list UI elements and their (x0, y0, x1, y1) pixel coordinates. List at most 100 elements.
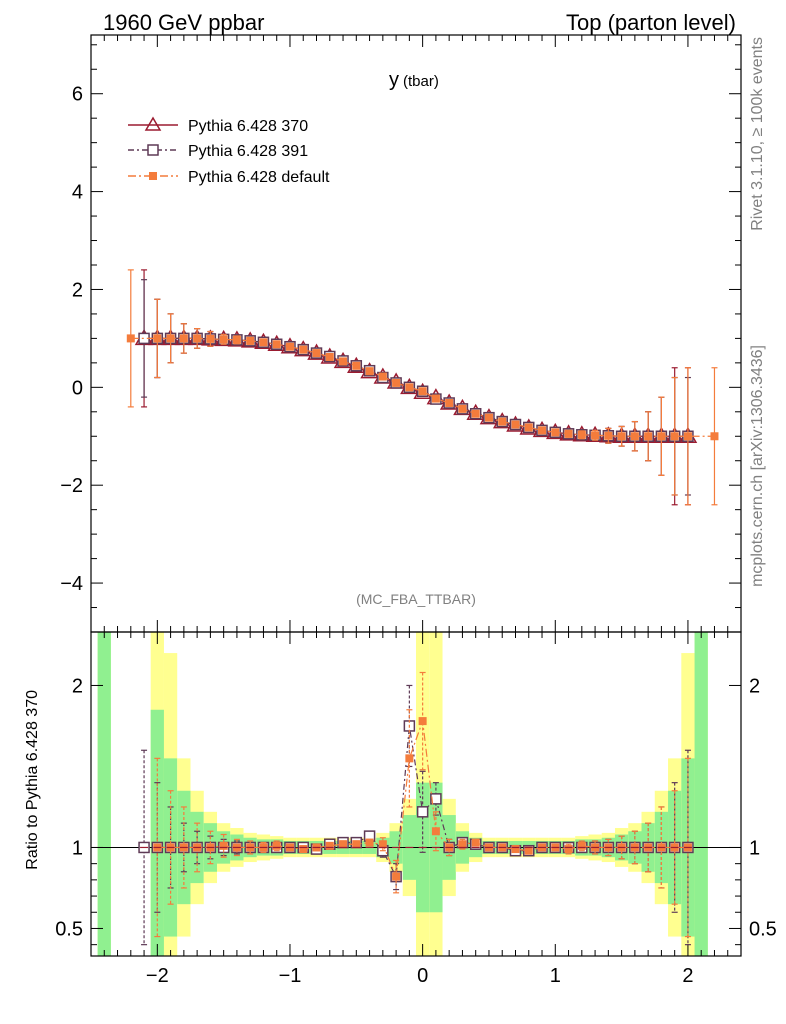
main-point-2 (285, 342, 294, 351)
main-point-2 (418, 387, 427, 396)
main-point-2 (657, 432, 666, 441)
ratio-point-2 (564, 845, 573, 854)
main-point-2 (246, 336, 255, 345)
ratio-point-2 (339, 840, 348, 849)
ratio-uncertainty-bands (97, 632, 708, 956)
main-point-2 (471, 409, 480, 418)
main-point-2 (431, 394, 440, 403)
main-point-2 (683, 432, 692, 441)
main-point-2 (272, 340, 281, 349)
x-tick-label: 2 (682, 965, 693, 987)
ratio-line-1 (144, 725, 688, 879)
y-tick-label: 4 (72, 182, 83, 204)
main-point-2 (458, 404, 467, 413)
mcplots-label: mcplots.cern.ch [arXiv:1306.3436] (749, 345, 766, 587)
ratio-tick-label-left: 1 (72, 837, 83, 859)
y-tick-label: 6 (72, 84, 83, 106)
plot-title: y (389, 69, 399, 91)
ratio-point-2 (458, 840, 467, 849)
x-tick-label: −2 (146, 965, 169, 987)
ratio-point-2 (524, 846, 533, 855)
ratio-point-2 (405, 754, 414, 763)
main-point-2 (484, 413, 493, 422)
main-point-2 (630, 432, 639, 441)
green-band-bin (694, 632, 708, 956)
main-point-2 (206, 334, 215, 343)
axis-ticks (91, 35, 742, 956)
main-point-2 (591, 431, 600, 440)
y-tick-label: −4 (60, 573, 83, 595)
ratio-point-2 (577, 841, 586, 850)
header-left: 1960 GeV ppbar (103, 10, 264, 35)
main-point-2 (126, 334, 135, 343)
axis-tick-labels: −2 −1 0 1 2 −4 −2 0 2 4 6 0.5 0.5 1 1 2 2 (55, 84, 777, 987)
x-tick-label: 0 (417, 965, 428, 987)
main-point-2 (644, 432, 653, 441)
ratio-point-1 (430, 793, 442, 805)
ratio-frame (90, 631, 742, 957)
rivet-label: Rivet 3.1.10, ≥ 100k events (749, 37, 766, 231)
main-point-2 (405, 383, 414, 392)
legend-marker-370 (144, 116, 162, 131)
main-point-2 (378, 372, 387, 381)
ratio-point-2 (365, 838, 374, 847)
ratio-point-2 (511, 845, 520, 854)
ratio-point-2 (219, 841, 228, 850)
ratio-tick-label-right: 2 (749, 675, 760, 697)
legend-entry-default: Pythia 6.428 default (128, 169, 330, 186)
ratio-series (138, 671, 694, 946)
ratio-point-2 (418, 717, 427, 726)
main-point-2 (179, 334, 188, 343)
y-tick-label: 2 (72, 279, 83, 301)
main-line-0 (144, 337, 688, 437)
main-point-2 (325, 352, 334, 361)
main-series (126, 269, 719, 506)
ratio-tick-label-left: 0.5 (55, 918, 83, 940)
main-point-2 (259, 338, 268, 347)
main-line-1 (144, 337, 688, 437)
ratio-point-1 (416, 806, 429, 818)
legend-marker-default (149, 172, 157, 180)
main-point-2 (339, 357, 348, 366)
main-point-2 (365, 367, 374, 376)
legend-label-default: Pythia 6.428 default (188, 169, 330, 186)
ratio-point-2 (325, 841, 334, 850)
main-point-2 (577, 430, 586, 439)
main-point-2 (551, 428, 560, 437)
main-point-2 (352, 361, 361, 370)
ratio-point-2 (352, 840, 361, 849)
x-tick-label: −1 (279, 965, 302, 987)
main-point-2 (524, 423, 533, 432)
main-point-2 (670, 432, 679, 441)
green-band-bin (97, 632, 111, 956)
main-point-2 (232, 335, 241, 344)
main-point-2 (538, 426, 547, 435)
ratio-point-2 (272, 841, 281, 850)
main-point-2 (617, 432, 626, 441)
ratio-point-2 (392, 872, 401, 881)
main-point-2 (312, 349, 321, 358)
legend-label-391: Pythia 6.428 391 (188, 143, 308, 160)
main-point-2 (166, 334, 175, 343)
legend-label-370: Pythia 6.428 370 (188, 118, 308, 135)
legend-entry-370: Pythia 6.428 370 (128, 116, 308, 135)
ratio-tick-label-left: 2 (72, 675, 83, 697)
ratio-point-2 (431, 827, 440, 836)
main-point-2 (193, 334, 202, 343)
ratio-point-2 (299, 845, 308, 854)
ratio-ylabel: Ratio to Pythia 6.428 370 (24, 690, 41, 870)
y-tick-label: −2 (60, 475, 83, 497)
main-point-2 (498, 417, 507, 426)
main-point-2 (710, 432, 719, 441)
main-point-2 (604, 431, 613, 440)
header-right: Top (parton level) (566, 10, 736, 35)
main-point-2 (153, 334, 162, 343)
legend-entry-391: Pythia 6.428 391 (128, 143, 308, 160)
analysis-label: (MC_FBA_TTBAR) (356, 591, 476, 607)
ratio-tick-label-right: 0.5 (749, 918, 777, 940)
x-tick-label: 1 (550, 965, 561, 987)
main-point-2 (299, 345, 308, 354)
legend: Pythia 6.428 370 Pythia 6.428 391 Pythia… (128, 116, 330, 186)
main-point-2 (564, 429, 573, 438)
main-point-2 (511, 420, 520, 429)
